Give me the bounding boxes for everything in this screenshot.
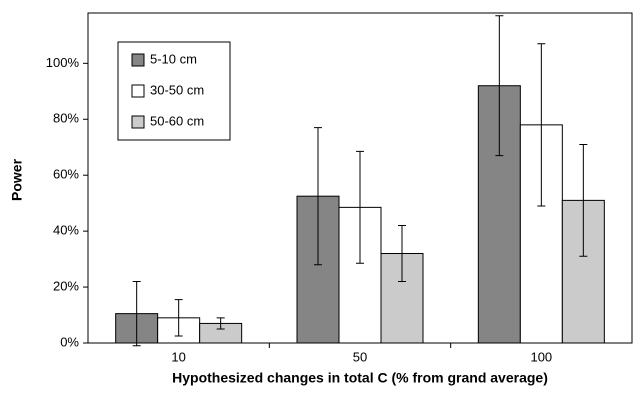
y-tick-label: 100% (46, 55, 80, 70)
error-bar (314, 127, 322, 266)
error-bar (495, 15, 504, 157)
x-tick-label: 50 (353, 349, 367, 364)
error-bar (579, 143, 588, 257)
error-bar (132, 280, 141, 347)
y-tick-label: 0% (60, 334, 79, 349)
legend-swatch (131, 53, 145, 67)
x-axis-label: Hypothesized changes in total C (% from … (172, 370, 548, 386)
error-bar (356, 150, 364, 264)
legend-label: 30-50 cm (150, 82, 204, 97)
y-axis-label: Power (9, 158, 25, 201)
y-tick-label: 20% (53, 279, 79, 294)
legend-swatch (131, 84, 145, 98)
error-bar (174, 299, 183, 337)
legend-swatch (131, 115, 145, 129)
error-bar (398, 225, 406, 282)
legend-label: 50-60 cm (150, 113, 204, 128)
x-tick-label: 10 (171, 349, 185, 364)
y-tick-label: 80% (53, 111, 79, 126)
legend-label: 5-10 cm (150, 51, 197, 66)
x-tick-label: 100 (530, 349, 552, 364)
y-tick-label: 40% (53, 223, 79, 238)
error-bar (537, 43, 546, 207)
y-tick-label: 60% (53, 167, 79, 182)
error-bar (216, 317, 225, 330)
